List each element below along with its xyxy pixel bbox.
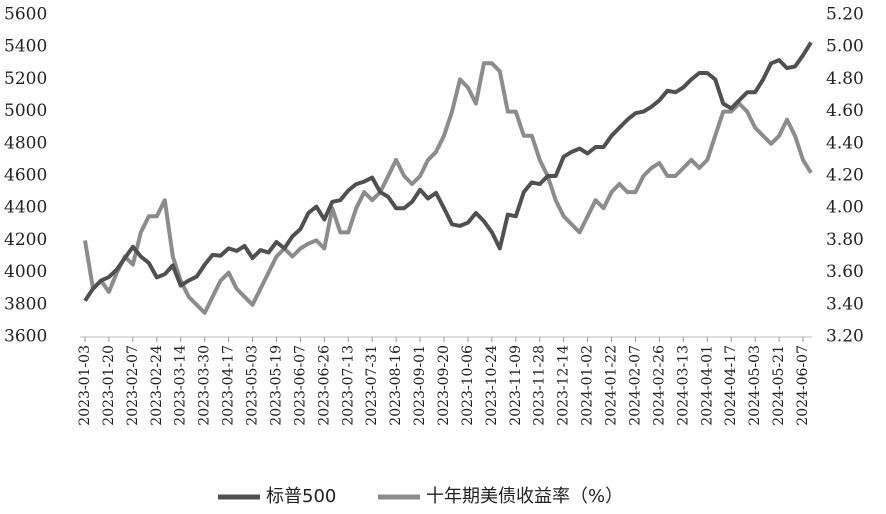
x-tick-label: 2023-11-09 <box>508 345 524 426</box>
y-tick-label: 5600 <box>4 5 47 25</box>
x-tick-label: 2024-03-13 <box>675 345 691 426</box>
y-tick-label: 4600 <box>4 166 47 186</box>
y-tick-label: 4200 <box>4 230 47 250</box>
y2-tick-label: 3.60 <box>826 262 864 282</box>
x-tick-label: 2023-01-20 <box>101 345 117 426</box>
y2-tick-label: 3.20 <box>826 327 864 347</box>
y-tick-label: 5000 <box>4 101 47 121</box>
y2-tick-label: 3.40 <box>826 294 864 314</box>
x-tick-label: 2023-12-14 <box>556 345 572 426</box>
y2-tick-label: 4.60 <box>826 101 864 121</box>
y-tick-label: 4400 <box>4 198 47 218</box>
x-tick-label: 2024-01-22 <box>604 345 620 426</box>
y-tick-label: 4000 <box>4 262 47 282</box>
x-tick-label: 2023-11-28 <box>532 345 548 426</box>
x-tick-label: 2023-07-31 <box>364 345 380 426</box>
x-tick-label: 2023-02-07 <box>125 345 141 426</box>
y-tick-label: 5400 <box>4 37 47 57</box>
x-tick-label: 2024-02-26 <box>651 345 667 426</box>
x-tick-label: 2023-06-26 <box>316 345 332 426</box>
y2-tick-label: 5.20 <box>826 5 864 25</box>
y-tick-label: 3800 <box>4 294 47 314</box>
y2-tick-label: 4.20 <box>826 166 864 186</box>
y2-tick-label: 4.40 <box>826 133 864 153</box>
x-tick-label: 2023-10-24 <box>484 345 500 426</box>
x-tick-label: 2023-08-16 <box>388 345 404 426</box>
x-tick-label: 2023-09-20 <box>436 345 452 426</box>
series-line <box>83 41 813 302</box>
x-tick-label: 2024-01-02 <box>580 345 596 426</box>
y-tick-label: 4800 <box>4 133 47 153</box>
x-tick-label: 2023-10-06 <box>460 345 476 426</box>
x-tick-label: 2023-05-19 <box>268 345 284 426</box>
x-tick-label: 2023-07-13 <box>340 345 356 426</box>
x-tick-label: 2024-02-07 <box>627 345 643 426</box>
x-tick-label: 2024-05-21 <box>771 345 787 426</box>
x-tick-label: 2024-04-01 <box>699 345 715 426</box>
y2-tick-label: 4.80 <box>826 69 864 89</box>
y2-tick-label: 4.00 <box>826 198 864 218</box>
x-tick-label: 2023-01-03 <box>77 345 93 426</box>
y-tick-label: 5200 <box>4 69 47 89</box>
legend-label: 十年期美债收益率（%） <box>426 486 623 507</box>
x-tick-label: 2023-03-30 <box>197 345 213 426</box>
series-line <box>83 61 813 315</box>
legend-label: 标普500 <box>266 486 336 507</box>
y2-tick-label: 5.00 <box>826 37 864 57</box>
x-tick-label: 2023-04-17 <box>221 345 237 426</box>
x-tick-label: 2024-05-03 <box>747 345 763 426</box>
x-tick-label: 2023-02-24 <box>149 345 165 426</box>
x-tick-label: 2023-09-01 <box>412 345 428 426</box>
x-tick-label: 2024-04-17 <box>723 345 739 426</box>
y-tick-label: 3600 <box>4 327 47 347</box>
x-tick-label: 2023-05-03 <box>245 345 261 426</box>
x-tick-label: 2024-06-07 <box>795 345 811 426</box>
x-tick-label: 2023-03-14 <box>173 345 189 426</box>
x-tick-label: 2023-06-07 <box>292 345 308 426</box>
y2-tick-label: 3.80 <box>826 230 864 250</box>
